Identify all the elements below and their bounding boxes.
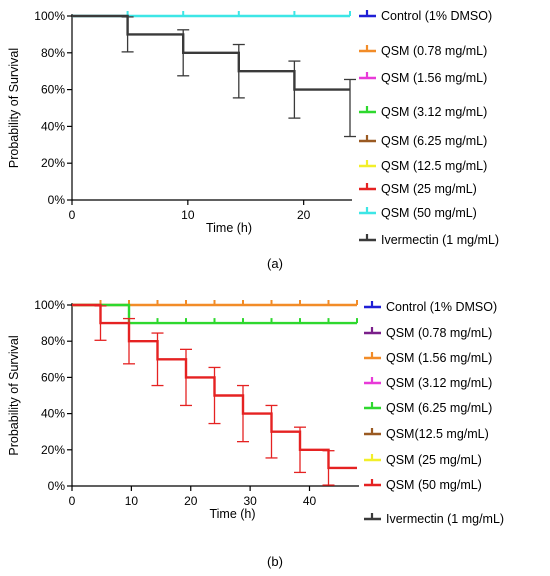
legend-item: QSM (3.12 mg/mL) bbox=[359, 105, 487, 119]
legend-item: QSM (25 mg/mL) bbox=[359, 182, 477, 196]
y-tick-label: 20% bbox=[41, 443, 65, 457]
series-1 bbox=[72, 14, 356, 138]
legend-label: QSM (1.56 mg/mL) bbox=[381, 71, 487, 85]
y-tick-label: 80% bbox=[41, 334, 65, 348]
x-tick-label: 20 bbox=[297, 208, 311, 222]
legend-item: QSM(12.5 mg/mL) bbox=[364, 427, 489, 441]
y-tick-label: 100% bbox=[34, 298, 65, 312]
y-tick-label: 100% bbox=[34, 9, 65, 23]
legend: Control (1% DMSO) QSM (0.78 mg/mL) QSM (1.… bbox=[364, 300, 504, 526]
legend-label: QSM (50 mg/mL) bbox=[381, 206, 477, 220]
legend-item: QSM (0.78 mg/mL) bbox=[359, 44, 487, 58]
legend-label: QSM (0.78 mg/mL) bbox=[381, 44, 487, 58]
y-tick-label: 40% bbox=[41, 407, 65, 421]
legend-label: Control (1% DMSO) bbox=[381, 9, 492, 23]
legend-label: QSM (3.12 mg/mL) bbox=[381, 105, 487, 119]
legend-item: QSM (6.25 mg/mL) bbox=[359, 134, 487, 148]
legend-item: QSM (0.78 mg/mL) bbox=[364, 326, 492, 340]
legend-item: QSM (50 mg/mL) bbox=[359, 206, 477, 220]
survival-step-line bbox=[72, 14, 350, 91]
legend-label: QSM(12.5 mg/mL) bbox=[386, 427, 489, 441]
x-axis-label: Time (h) bbox=[209, 507, 255, 521]
legend-label: QSM (25 mg/mL) bbox=[381, 182, 477, 196]
legend-label: QSM (0.78 mg/mL) bbox=[386, 326, 492, 340]
y-tick-label: 60% bbox=[41, 370, 65, 384]
legend-label: QSM (1.56 mg/mL) bbox=[386, 351, 492, 365]
y-tick-label: 60% bbox=[41, 83, 65, 97]
chart-panel-b: 0% 20% 40% 60% 80% 100% 0 10 20 30 40 Time (h) Proba… bbox=[7, 298, 504, 569]
y-tick-label: 40% bbox=[41, 119, 65, 133]
y-tick-label: 20% bbox=[41, 156, 65, 170]
x-tick-label: 30 bbox=[243, 494, 257, 508]
y-axis-label: Probability of Survival bbox=[7, 335, 21, 455]
legend-label: QSM (50 mg/mL) bbox=[386, 478, 482, 492]
series-1 bbox=[72, 303, 358, 325]
legend-item: Control (1% DMSO) bbox=[359, 9, 492, 23]
legend-item: QSM (3.12 mg/mL) bbox=[364, 376, 492, 390]
x-tick-label: 40 bbox=[303, 494, 317, 508]
legend-item: QSM (50 mg/mL) bbox=[364, 478, 482, 492]
legend-label: QSM (6.25 mg/mL) bbox=[381, 134, 487, 148]
legend-item: QSM (6.25 mg/mL) bbox=[364, 401, 492, 415]
legend-label: Ivermectin (1 mg/mL) bbox=[386, 512, 504, 526]
x-tick-label: 10 bbox=[181, 208, 195, 222]
legend-label: QSM (6.25 mg/mL) bbox=[386, 401, 492, 415]
legend-label: QSM (12.5 mg/mL) bbox=[381, 159, 487, 173]
x-tick-label: 20 bbox=[184, 494, 198, 508]
x-tick-label: 0 bbox=[69, 494, 76, 508]
legend-label: Control (1% DMSO) bbox=[386, 300, 497, 314]
legend: Control (1% DMSO) QSM (0.78 mg/mL) QSM (1.… bbox=[359, 9, 499, 247]
x-axis-label: Time (h) bbox=[206, 221, 252, 235]
y-tick-label: 0% bbox=[48, 193, 66, 207]
panel-label: (b) bbox=[267, 554, 283, 569]
x-tick-label: 0 bbox=[69, 208, 76, 222]
legend-label: QSM (25 mg/mL) bbox=[386, 453, 482, 467]
y-axis-label: Probability of Survival bbox=[7, 48, 21, 168]
chart-panel-a: 0% 20% 40% 60% 80% 100% 0 10 20 Time (h) Probabili… bbox=[7, 9, 499, 271]
legend-item: Ivermectin (1 mg/mL) bbox=[364, 512, 504, 526]
x-tick-label: 10 bbox=[125, 494, 139, 508]
y-tick-label: 80% bbox=[41, 46, 65, 60]
legend-item: QSM (1.56 mg/mL) bbox=[359, 71, 487, 85]
legend-item: QSM (25 mg/mL) bbox=[364, 453, 482, 467]
legend-item: QSM (12.5 mg/mL) bbox=[359, 159, 487, 173]
legend-label: QSM (3.12 mg/mL) bbox=[386, 376, 492, 390]
panel-label: (a) bbox=[267, 256, 283, 271]
y-tick-label: 0% bbox=[48, 479, 66, 493]
legend-item: QSM (1.56 mg/mL) bbox=[364, 351, 492, 365]
legend-item: Control (1% DMSO) bbox=[364, 300, 497, 314]
legend-label: Ivermectin (1 mg/mL) bbox=[381, 233, 499, 247]
legend-item: Ivermectin (1 mg/mL) bbox=[359, 233, 499, 247]
series-2 bbox=[72, 303, 357, 486]
